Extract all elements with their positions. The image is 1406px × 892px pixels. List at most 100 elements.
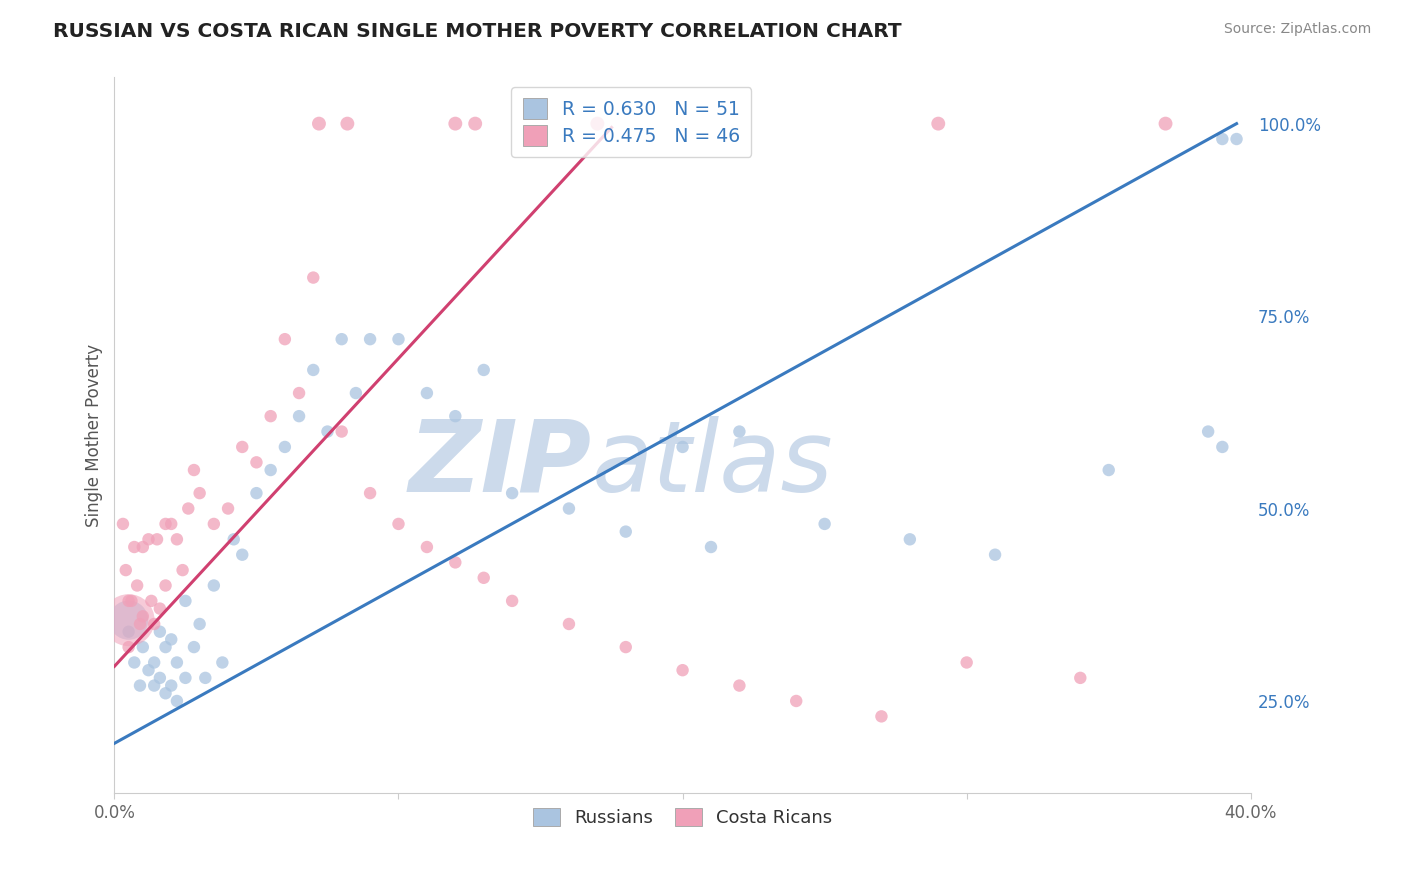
Point — [956, 656, 979, 670]
Point — [132, 609, 155, 624]
Point — [149, 671, 172, 685]
Point — [117, 613, 139, 627]
Point — [1069, 671, 1091, 685]
Text: atlas: atlas — [592, 416, 834, 513]
Point — [127, 578, 149, 592]
Point — [202, 516, 225, 531]
Point — [211, 656, 233, 670]
Point — [1225, 132, 1247, 146]
Point — [274, 332, 297, 346]
Point — [245, 486, 267, 500]
Point — [155, 578, 177, 592]
Point — [143, 656, 166, 670]
Point — [217, 501, 239, 516]
Point — [146, 533, 169, 547]
Point — [149, 601, 172, 615]
Point — [155, 516, 177, 531]
Point — [814, 516, 837, 531]
Point — [501, 486, 523, 500]
Point — [898, 533, 921, 547]
Point — [927, 117, 949, 131]
Point — [172, 563, 194, 577]
Point — [245, 455, 267, 469]
Point — [472, 571, 495, 585]
Point — [785, 694, 807, 708]
Point — [416, 540, 439, 554]
Point — [129, 617, 152, 632]
Point — [558, 617, 581, 632]
Point — [143, 679, 166, 693]
Point — [1197, 425, 1219, 439]
Point — [117, 624, 139, 639]
Point — [288, 409, 311, 424]
Point — [111, 516, 134, 531]
Point — [155, 686, 177, 700]
Point — [166, 694, 188, 708]
Point — [728, 679, 751, 693]
Point — [614, 640, 637, 654]
Point — [558, 501, 581, 516]
Point — [387, 332, 409, 346]
Point — [166, 533, 188, 547]
Point — [129, 679, 152, 693]
Point — [132, 540, 155, 554]
Point — [288, 386, 311, 401]
Point — [984, 548, 1007, 562]
Point — [183, 463, 205, 477]
Point — [359, 332, 381, 346]
Point — [330, 332, 353, 346]
Point — [177, 501, 200, 516]
Point — [166, 656, 188, 670]
Point — [138, 663, 160, 677]
Text: ZIP: ZIP — [409, 416, 592, 513]
Point — [870, 709, 893, 723]
Point — [336, 117, 359, 131]
Point — [202, 578, 225, 592]
Point — [188, 486, 211, 500]
Point — [700, 540, 723, 554]
Point — [132, 640, 155, 654]
Point — [188, 617, 211, 632]
Point — [344, 386, 367, 401]
Point — [444, 409, 467, 424]
Point — [124, 540, 146, 554]
Point — [308, 117, 330, 131]
Point — [387, 516, 409, 531]
Y-axis label: Single Mother Poverty: Single Mother Poverty — [86, 343, 103, 527]
Point — [586, 117, 609, 131]
Point — [444, 556, 467, 570]
Point — [143, 617, 166, 632]
Legend: Russians, Costa Ricans: Russians, Costa Ricans — [526, 801, 839, 834]
Point — [138, 533, 160, 547]
Point — [194, 671, 217, 685]
Point — [274, 440, 297, 454]
Point — [302, 270, 325, 285]
Point — [260, 463, 283, 477]
Point — [472, 363, 495, 377]
Point — [302, 363, 325, 377]
Point — [231, 548, 253, 562]
Point — [231, 440, 253, 454]
Point — [501, 594, 523, 608]
Point — [1154, 117, 1177, 131]
Point — [1098, 463, 1121, 477]
Point — [728, 425, 751, 439]
Point — [117, 613, 139, 627]
Text: RUSSIAN VS COSTA RICAN SINGLE MOTHER POVERTY CORRELATION CHART: RUSSIAN VS COSTA RICAN SINGLE MOTHER POV… — [53, 22, 903, 41]
Point — [671, 440, 693, 454]
Point — [149, 624, 172, 639]
Point — [260, 409, 283, 424]
Point — [330, 425, 353, 439]
Point — [155, 640, 177, 654]
Point — [1211, 132, 1233, 146]
Point — [117, 640, 139, 654]
Point — [114, 563, 136, 577]
Point — [464, 117, 486, 131]
Point — [160, 516, 183, 531]
Point — [160, 679, 183, 693]
Point — [444, 117, 467, 131]
Point — [614, 524, 637, 539]
Point — [160, 632, 183, 647]
Point — [316, 425, 339, 439]
Point — [416, 386, 439, 401]
